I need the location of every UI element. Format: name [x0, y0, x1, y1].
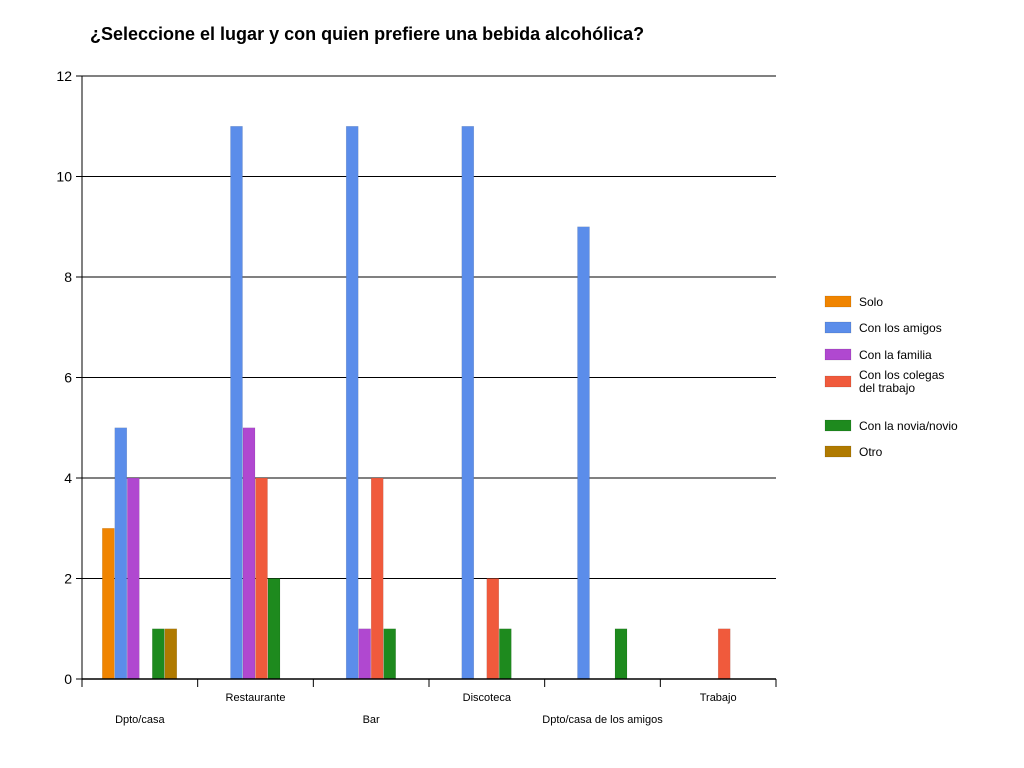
- bars-layer: [102, 126, 731, 680]
- legend-label: Con los amigos: [859, 321, 942, 335]
- bar: [614, 628, 628, 680]
- bar: [255, 477, 268, 680]
- y-tick-label: 2: [64, 571, 72, 587]
- legend-swatch: [824, 419, 852, 432]
- bar: [127, 477, 140, 680]
- x-tick-label: Restaurante: [226, 692, 286, 704]
- legend-swatch: [824, 375, 852, 388]
- grid-layer: [82, 75, 776, 680]
- bar: [370, 477, 384, 680]
- bar: [499, 628, 512, 680]
- legend-label: Con la familia: [859, 348, 932, 362]
- y-tick-label: 12: [56, 68, 72, 84]
- x-tick-label: Bar: [363, 714, 380, 726]
- legend-swatch: [824, 445, 852, 458]
- x-tick-label: Dpto/casa: [115, 714, 165, 726]
- bar: [267, 578, 281, 680]
- y-tick-label: 10: [56, 169, 72, 185]
- bar: [230, 126, 243, 680]
- bar: [114, 427, 128, 680]
- bar: [486, 578, 500, 680]
- bar: [152, 628, 165, 680]
- bar: [242, 427, 256, 680]
- bar: [577, 226, 590, 680]
- axis-layer: 0 2 4 6 8 10 12 Dpto/casa Restaurante Bar Discotec…: [56, 68, 777, 726]
- legend-label: Con los colegas del trabajo: [859, 368, 944, 395]
- bar: [358, 628, 371, 680]
- legend-swatch: [824, 348, 852, 361]
- legend-label: Otro: [859, 445, 883, 459]
- bar: [461, 126, 475, 680]
- legend-swatch: [824, 321, 852, 334]
- y-tick-label: 6: [64, 370, 72, 386]
- y-tick-label: 4: [64, 470, 72, 486]
- y-tick-label: 8: [64, 269, 72, 285]
- bar: [717, 628, 731, 680]
- bar: [102, 528, 115, 680]
- bar: [345, 126, 359, 680]
- legend: Solo Con los amigos Con la familia Con los …: [824, 295, 958, 459]
- y-tick-label: 0: [64, 671, 72, 687]
- chart-title: ¿Seleccione el lugar y con quien prefier…: [90, 24, 644, 44]
- legend-swatch: [824, 295, 852, 308]
- x-tick-label: Discoteca: [463, 692, 512, 704]
- legend-label: Solo: [859, 295, 883, 309]
- legend-label: Con la novia/novio: [859, 419, 958, 433]
- bar: [383, 628, 396, 680]
- x-tick-label: Dpto/casa de los amigos: [542, 714, 663, 726]
- x-tick-label: Trabajo: [700, 692, 737, 704]
- bar: [164, 628, 178, 680]
